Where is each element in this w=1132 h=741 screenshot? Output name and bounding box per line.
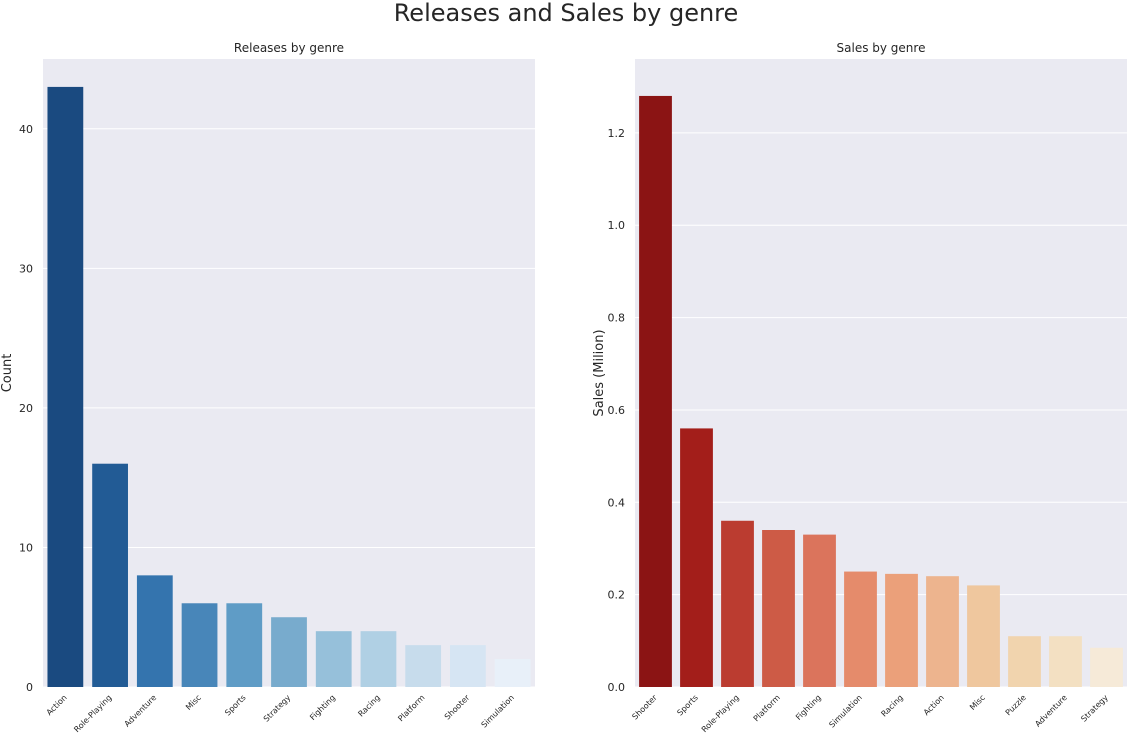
sales-x-tick-label: Simulation bbox=[827, 693, 864, 730]
sales-bar-racing bbox=[885, 573, 918, 687]
sales-y-tick-label: 0.8 bbox=[608, 312, 626, 325]
sales-x-tick-label: Adventure bbox=[1033, 693, 1069, 729]
releases-bar-action bbox=[47, 86, 84, 687]
sales-x-tick-label: Fighting bbox=[794, 693, 823, 722]
releases-y-tick-label: 30 bbox=[19, 262, 33, 275]
releases-bar-fighting bbox=[315, 631, 352, 687]
releases-y-tick-label: 20 bbox=[19, 402, 33, 415]
sales-x-tick-label: Misc bbox=[968, 693, 987, 712]
sales-x-tick-label: Platform bbox=[752, 693, 782, 723]
sales-plot-background bbox=[635, 59, 1127, 687]
sales-bar-strategy bbox=[1090, 647, 1123, 687]
releases-x-tick-label: Sports bbox=[223, 693, 248, 718]
sales-x-tick-label: Puzzle bbox=[1004, 693, 1028, 717]
releases-x-tick-label: Misc bbox=[184, 693, 203, 712]
sales-y-axis-label: Sales (Milion) bbox=[592, 329, 607, 416]
sales-x-tick-label: Action bbox=[922, 693, 946, 717]
sales-x-tick-label: Role-Playing bbox=[700, 693, 741, 734]
releases-bar-racing bbox=[360, 631, 397, 687]
releases-x-tick-label: Simulation bbox=[480, 693, 517, 730]
sales-y-tick-label: 0.0 bbox=[608, 681, 626, 694]
releases-bar-strategy bbox=[271, 617, 307, 687]
releases-x-tick-label: Role-Playing bbox=[72, 693, 113, 734]
sales-bar-sports bbox=[680, 428, 713, 687]
sales-bar-shooter bbox=[639, 95, 672, 688]
sales-y-tick-label: 0.6 bbox=[608, 404, 626, 417]
sales-bar-simulation bbox=[844, 571, 877, 687]
releases-y-tick-label: 10 bbox=[19, 541, 33, 554]
sales-bar-misc bbox=[967, 585, 1000, 687]
sales-x-tick-label: Sports bbox=[675, 693, 700, 718]
releases-chart-title: Releases by genre bbox=[234, 41, 344, 55]
sales-x-tick-label: Shooter bbox=[630, 693, 659, 722]
sales-y-tick-label: 1.0 bbox=[608, 219, 626, 232]
releases-y-axis-label: Count bbox=[0, 354, 15, 393]
releases-chart-panel: 0 10 20 30 40 Action Role-Playing Adventure Misc… bbox=[0, 41, 535, 734]
sales-bar-platform bbox=[762, 530, 795, 687]
sales-x-tick-label: Strategy bbox=[1079, 693, 1110, 724]
releases-bar-sports bbox=[226, 603, 263, 687]
sales-bar-fighting bbox=[803, 534, 836, 687]
releases-x-tick-label: Racing bbox=[356, 693, 382, 719]
releases-x-tick-label: Platform bbox=[396, 693, 426, 723]
sales-x-tick-label: Racing bbox=[879, 693, 905, 719]
releases-bar-role-playing bbox=[92, 463, 128, 687]
sales-chart-panel: 0.0 0.2 0.4 0.6 0.8 1.0 1.2 Shooter Sports Role-P… bbox=[592, 41, 1127, 734]
releases-bar-platform bbox=[405, 645, 442, 687]
releases-bar-shooter bbox=[450, 645, 486, 687]
sales-bar-action bbox=[926, 576, 959, 687]
releases-y-tick-label: 0 bbox=[26, 681, 33, 694]
releases-x-tick-label: Action bbox=[45, 693, 69, 717]
releases-bar-misc bbox=[181, 603, 218, 687]
releases-bar-simulation bbox=[494, 659, 531, 687]
sales-y-tick-label: 0.4 bbox=[608, 496, 626, 509]
sales-bar-adventure bbox=[1049, 636, 1082, 687]
releases-x-tick-label: Shooter bbox=[443, 693, 472, 722]
sales-bar-puzzle bbox=[1008, 636, 1041, 687]
sales-chart-title: Sales by genre bbox=[837, 41, 926, 55]
releases-bar-adventure bbox=[136, 575, 173, 687]
releases-x-tick-label: Strategy bbox=[262, 693, 293, 724]
sales-y-tick-label: 1.2 bbox=[608, 127, 626, 140]
releases-x-tick-label: Adventure bbox=[123, 693, 159, 729]
sales-y-tick-label: 0.2 bbox=[608, 589, 626, 602]
releases-y-tick-label: 40 bbox=[19, 123, 33, 136]
releases-x-tick-label: Fighting bbox=[308, 693, 337, 722]
figure-title: Releases and Sales by genre bbox=[394, 0, 739, 27]
sales-bar-role-playing bbox=[721, 520, 754, 687]
